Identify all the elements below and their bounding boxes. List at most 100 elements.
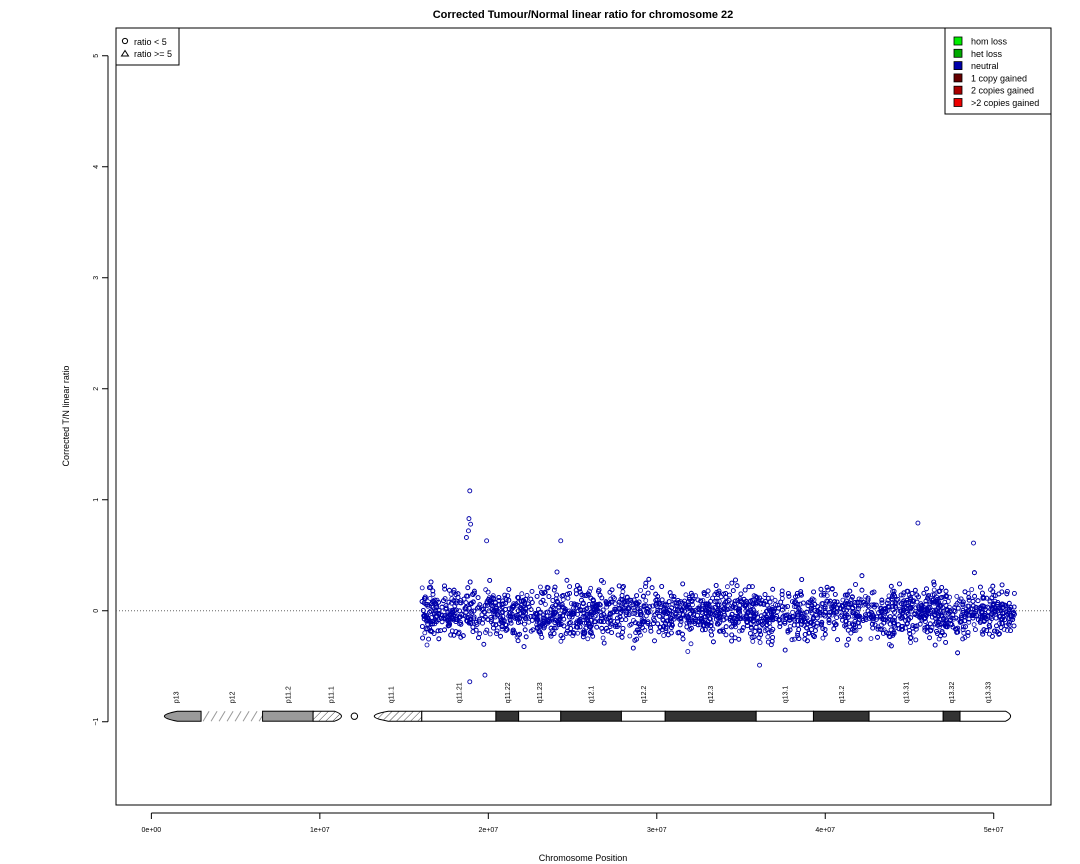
data-point xyxy=(645,610,651,615)
data-point xyxy=(972,570,977,576)
data-point xyxy=(421,613,427,619)
data-point xyxy=(799,577,805,582)
data-point xyxy=(597,602,603,608)
data-point xyxy=(711,639,716,645)
data-point xyxy=(565,625,570,631)
data-point xyxy=(931,592,937,597)
data-point xyxy=(897,613,903,619)
data-point xyxy=(789,637,795,643)
data-point xyxy=(931,587,937,593)
data-point xyxy=(651,618,657,623)
data-point xyxy=(987,631,992,637)
data-point xyxy=(567,614,572,620)
data-point xyxy=(633,620,638,626)
data-point xyxy=(970,603,976,609)
data-point xyxy=(898,608,904,614)
data-point xyxy=(539,590,544,595)
data-point xyxy=(900,624,905,629)
data-point xyxy=(427,596,433,601)
data-point xyxy=(548,633,554,639)
data-point xyxy=(941,617,946,622)
data-point xyxy=(493,622,499,628)
data-point xyxy=(963,611,969,616)
data-point xyxy=(905,612,911,617)
data-point xyxy=(829,586,835,591)
data-point xyxy=(845,605,851,611)
data-point xyxy=(845,592,850,597)
data-point xyxy=(1004,628,1010,633)
data-point xyxy=(661,633,667,638)
data-point xyxy=(731,620,736,626)
data-point xyxy=(737,603,743,608)
data-point xyxy=(517,631,522,637)
data-point xyxy=(702,627,708,632)
data-point xyxy=(465,593,471,599)
data-point xyxy=(452,603,458,609)
data-point xyxy=(796,627,802,632)
data-point xyxy=(962,589,968,595)
data-point xyxy=(446,587,452,593)
data-point xyxy=(754,621,760,626)
data-point xyxy=(980,590,985,596)
data-point xyxy=(712,592,718,597)
data-point xyxy=(653,602,659,608)
data-point xyxy=(538,584,543,590)
data-point xyxy=(963,624,968,629)
data-point xyxy=(926,593,931,598)
data-point xyxy=(498,617,504,623)
data-point xyxy=(700,627,705,633)
data-point xyxy=(631,605,637,611)
data-point xyxy=(655,594,661,599)
data-point xyxy=(581,593,587,598)
data-point xyxy=(844,592,850,598)
data-point xyxy=(712,599,718,604)
data-point xyxy=(535,616,540,622)
data-point xyxy=(613,622,619,627)
data-point xyxy=(476,604,482,610)
data-point xyxy=(515,613,521,618)
data-point xyxy=(928,609,934,614)
data-point xyxy=(695,597,701,603)
data-point xyxy=(620,589,626,595)
data-point xyxy=(506,587,512,592)
data-point xyxy=(430,592,436,597)
data-point xyxy=(442,627,447,633)
data-point xyxy=(813,628,818,633)
data-point xyxy=(832,599,837,605)
data-point xyxy=(737,609,742,615)
data-point xyxy=(634,593,639,598)
data-point xyxy=(869,590,875,596)
data-point xyxy=(475,605,481,611)
data-point xyxy=(504,627,510,632)
data-point xyxy=(732,598,738,604)
data-point xyxy=(860,599,866,605)
data-point xyxy=(669,605,674,611)
data-point xyxy=(553,625,559,631)
data-point xyxy=(487,578,493,583)
data-point xyxy=(616,599,622,605)
data-point xyxy=(608,610,613,616)
data-point xyxy=(879,597,885,603)
data-point xyxy=(659,584,665,589)
data-point xyxy=(811,622,817,628)
data-point xyxy=(750,639,756,644)
data-point xyxy=(890,589,895,594)
data-point xyxy=(684,624,690,630)
data-point xyxy=(588,629,594,634)
data-point xyxy=(844,642,850,648)
data-point xyxy=(943,593,949,599)
data-point xyxy=(975,598,981,604)
data-point xyxy=(936,605,941,611)
data-point xyxy=(845,627,851,633)
data-point xyxy=(916,594,921,600)
data-point xyxy=(419,599,425,604)
data-point xyxy=(724,615,729,621)
data-point xyxy=(793,594,798,600)
data-point xyxy=(467,579,473,585)
data-points xyxy=(419,488,1017,685)
data-point xyxy=(557,614,563,619)
data-point xyxy=(671,594,677,599)
data-point xyxy=(852,603,858,609)
data-point xyxy=(686,595,692,600)
data-point xyxy=(939,621,944,627)
